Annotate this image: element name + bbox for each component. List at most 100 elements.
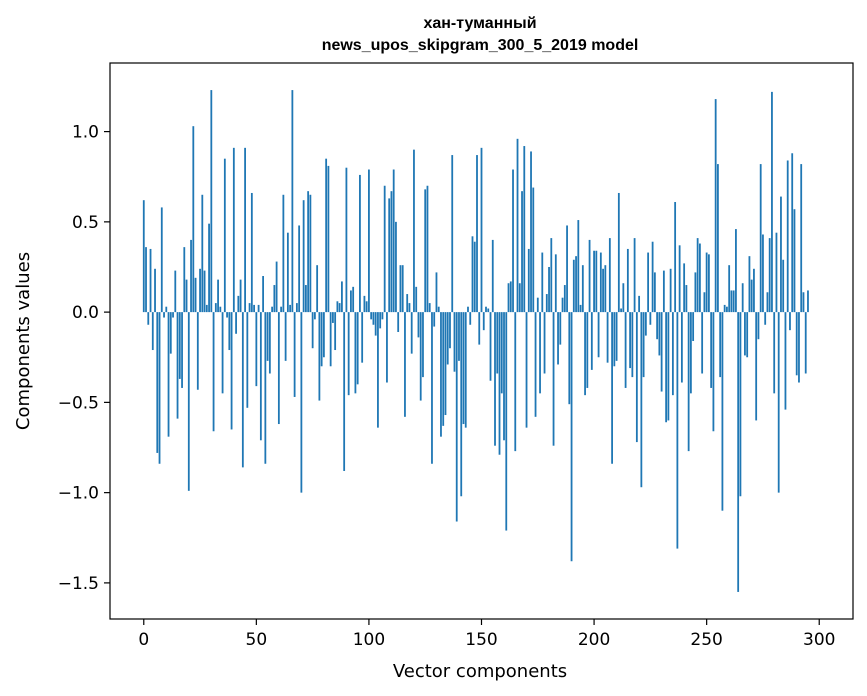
bar xyxy=(687,312,690,452)
bar xyxy=(374,312,377,336)
bar xyxy=(322,312,325,358)
bar xyxy=(586,312,589,388)
bar xyxy=(719,312,722,378)
bar xyxy=(214,303,217,313)
bar xyxy=(203,270,206,313)
bar xyxy=(446,312,449,365)
bar xyxy=(525,312,528,428)
bar xyxy=(615,312,618,361)
bar xyxy=(347,312,350,396)
bar xyxy=(280,306,283,313)
x-tick-label: 50 xyxy=(246,630,268,650)
bar xyxy=(176,312,179,419)
bar xyxy=(512,169,514,313)
x-tick-label: 100 xyxy=(353,630,385,650)
bar xyxy=(730,290,733,313)
bar xyxy=(590,312,593,370)
bar xyxy=(705,252,708,313)
bar xyxy=(406,294,409,313)
bar xyxy=(599,252,602,313)
bar xyxy=(449,312,451,349)
bar xyxy=(732,290,735,313)
y-tick-label: 0.0 xyxy=(72,303,99,323)
bar xyxy=(408,303,411,313)
bar xyxy=(318,312,321,401)
bar xyxy=(552,312,555,446)
bar xyxy=(307,191,310,313)
bar xyxy=(458,312,460,361)
bar xyxy=(257,304,260,313)
bar xyxy=(804,312,807,374)
bar xyxy=(651,241,654,313)
bar xyxy=(746,312,749,358)
bar xyxy=(158,312,161,464)
bar xyxy=(721,312,724,511)
bar xyxy=(665,312,668,423)
bar xyxy=(699,243,701,313)
bar xyxy=(363,295,366,313)
bar xyxy=(210,90,213,313)
bar xyxy=(460,312,463,497)
bar xyxy=(167,312,170,437)
bar xyxy=(142,200,145,313)
bar xyxy=(223,158,226,313)
bar xyxy=(368,169,370,313)
bar xyxy=(262,276,264,313)
x-tick-label: 300 xyxy=(803,630,835,650)
bar xyxy=(753,268,755,313)
bar xyxy=(478,312,481,345)
bar xyxy=(683,263,686,313)
bar xyxy=(780,196,782,313)
plot-area-frame xyxy=(109,62,854,620)
bar xyxy=(313,312,316,320)
bar xyxy=(773,312,776,394)
bar xyxy=(771,91,773,313)
bar xyxy=(563,285,566,313)
bar xyxy=(726,306,728,313)
bar xyxy=(273,285,276,313)
bar xyxy=(145,247,147,313)
bar xyxy=(644,312,647,336)
bar xyxy=(696,238,699,313)
bar xyxy=(212,312,215,432)
bar xyxy=(557,312,559,365)
bar xyxy=(516,138,519,313)
bar xyxy=(649,312,652,325)
bar xyxy=(784,312,787,410)
bar xyxy=(505,312,508,531)
bar xyxy=(575,256,577,313)
bar xyxy=(354,312,357,394)
bar xyxy=(723,304,726,313)
bar xyxy=(426,185,429,313)
bar xyxy=(205,304,208,313)
bar xyxy=(444,312,447,416)
bar xyxy=(509,281,512,313)
bar xyxy=(264,312,267,464)
bar xyxy=(311,312,314,349)
bar xyxy=(284,312,287,361)
bar xyxy=(482,312,485,331)
bar xyxy=(185,279,188,313)
y-axis-label: Components values xyxy=(13,252,34,430)
bar xyxy=(714,99,717,313)
bar xyxy=(789,312,791,331)
bar xyxy=(415,286,418,313)
bar xyxy=(485,306,487,313)
bar xyxy=(183,247,186,313)
bar xyxy=(352,286,355,313)
bar xyxy=(532,187,535,313)
bar xyxy=(507,283,510,313)
bar xyxy=(473,241,476,313)
bar xyxy=(496,312,499,374)
x-axis-ticks: 0 50 100 150 200 250 300 xyxy=(138,619,835,650)
bar xyxy=(250,192,253,313)
bar xyxy=(246,312,249,408)
bar xyxy=(277,312,280,425)
bar xyxy=(500,312,503,394)
bar xyxy=(327,165,330,313)
bar xyxy=(642,312,645,378)
bar xyxy=(431,312,433,464)
bar xyxy=(595,250,598,313)
bar xyxy=(593,250,595,313)
bar xyxy=(534,312,537,417)
